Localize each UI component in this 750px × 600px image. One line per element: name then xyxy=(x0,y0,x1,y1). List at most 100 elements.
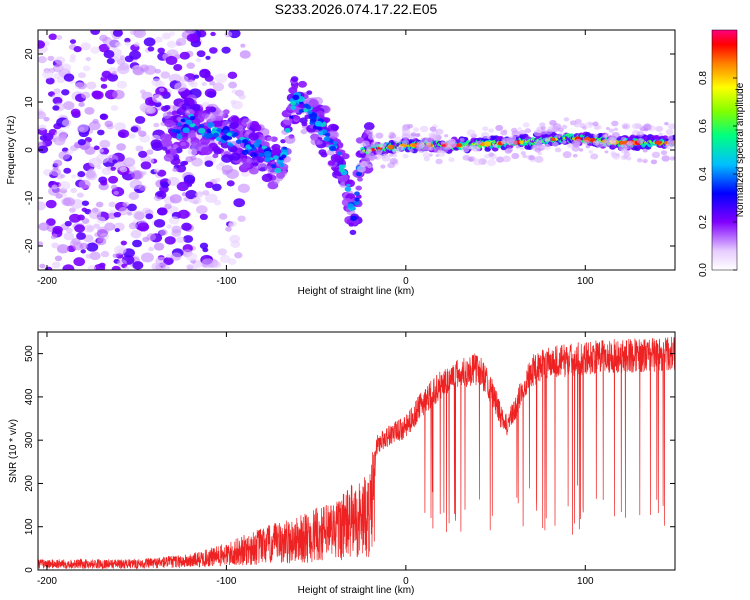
snr-frame xyxy=(37,331,676,571)
spectrogram-blob xyxy=(214,177,221,183)
spectrogram-blob xyxy=(204,113,216,123)
spectrogram-blob xyxy=(522,154,528,159)
spectrogram-blob xyxy=(97,129,105,136)
spectrogram-blob xyxy=(592,121,599,127)
spectrogram-blob xyxy=(153,168,160,173)
spectrogram-blob xyxy=(150,139,163,149)
spectrogram-blob xyxy=(69,207,76,213)
spectrogram-blob xyxy=(473,158,483,166)
spectrogram-blob xyxy=(247,146,252,150)
colorbar-tick-label: 0.2 xyxy=(698,215,709,229)
spectrogram-blob xyxy=(355,137,365,144)
spectrogram-blob xyxy=(58,181,71,191)
spectrogram-blob xyxy=(360,161,368,167)
spectrogram-blob xyxy=(289,115,294,119)
spectrogram-blob xyxy=(276,171,286,179)
spectrogram-blob xyxy=(226,132,232,137)
spectrogram-blob xyxy=(181,222,192,231)
spectrogram-blob xyxy=(186,33,198,43)
spectrogram-blob xyxy=(111,265,121,270)
spectrogram-blob xyxy=(233,198,246,208)
spectrogram-blob xyxy=(578,148,584,152)
spectrogram-blob xyxy=(99,34,108,42)
spectrogram-blob xyxy=(172,144,179,149)
spectrogram-blob xyxy=(76,232,87,240)
spectrogram-blob xyxy=(329,145,336,151)
spectrogram-blob xyxy=(128,191,140,200)
spectrogram-blob xyxy=(69,240,78,247)
spectrogram-blob xyxy=(409,148,414,153)
spectrogram-blob xyxy=(113,211,122,218)
spectrogram-blob xyxy=(95,201,104,208)
spectrogram-blob xyxy=(166,254,172,259)
spectrogram-blob xyxy=(418,147,425,153)
spectrogram-blob xyxy=(300,128,308,135)
spectrogram-blob xyxy=(152,94,164,103)
spectrogram-blob xyxy=(180,75,189,83)
spectrogram-blob xyxy=(61,193,68,198)
spectrogram-blob xyxy=(42,70,54,79)
spectrogram-blob xyxy=(82,65,91,72)
spectrogram-blob xyxy=(448,138,456,145)
spectrogram-blob xyxy=(106,58,115,65)
spectrogram-blob xyxy=(621,122,631,130)
spectrogram-blob xyxy=(81,91,91,99)
spectrogram-blob xyxy=(440,141,446,145)
spectrogram-blob xyxy=(330,153,342,163)
spectrogram-blob xyxy=(205,55,211,60)
spectrogram-blob xyxy=(180,118,186,123)
spectrogram-blob xyxy=(43,116,50,122)
spectrogram-blob xyxy=(185,30,194,34)
spectrogram-blob xyxy=(85,253,92,259)
spectrogram-blob xyxy=(505,137,515,144)
spectrogram-blob xyxy=(228,81,238,89)
spectrogram-blob xyxy=(299,103,306,109)
spectrogram-blob xyxy=(380,164,386,169)
spectrogram-blob xyxy=(221,154,233,163)
spectrogram-blob xyxy=(140,161,152,170)
spectrogram-blob xyxy=(392,136,402,144)
spectrogram-blob xyxy=(357,177,363,182)
spectrogram-blob xyxy=(73,46,82,53)
spectrogram-blob xyxy=(51,261,61,269)
spectrogram-blob xyxy=(103,50,115,59)
spectrogram-blob xyxy=(290,105,297,110)
spectrogram-blob xyxy=(519,146,525,151)
spectrogram-blob xyxy=(554,147,562,153)
spectrogram-blob xyxy=(468,145,474,150)
spectrogram-blob xyxy=(65,227,73,234)
spectrogram-blob xyxy=(51,242,59,249)
spectrogram-blob xyxy=(114,245,127,255)
spectrogram-blob xyxy=(98,176,108,184)
spectrogram-blob xyxy=(43,169,52,176)
spectrogram-blob xyxy=(375,132,384,139)
spectrogram-blob xyxy=(56,76,66,84)
spectrogram-blob xyxy=(407,123,414,129)
spectrogram-blob xyxy=(252,162,259,167)
spectrogram-blob xyxy=(643,128,649,132)
spectrogram-blob xyxy=(77,123,89,133)
spectrogram-blob xyxy=(401,133,410,140)
spectrogram-blob xyxy=(620,136,627,142)
spectrogram-blob xyxy=(176,181,189,192)
spectrogram-blob xyxy=(664,121,669,126)
spectrogram-blob xyxy=(176,134,183,140)
spectrogram-blob xyxy=(602,134,608,138)
spectrogram-blob xyxy=(642,148,648,153)
spectrogram-blob xyxy=(517,127,522,131)
spectrogram-blob xyxy=(196,142,202,147)
spectrogram-blob xyxy=(380,153,387,159)
spectrogram-blob xyxy=(574,118,582,125)
spectrogram-blob xyxy=(38,40,46,49)
y-tick-label: 0 xyxy=(24,147,35,153)
spectrogram-blob xyxy=(70,188,77,194)
spectrogram-blob xyxy=(655,125,664,132)
spectrogram-blob xyxy=(98,262,106,268)
spectrogram-blob xyxy=(290,101,296,106)
x-tick-label: 0 xyxy=(403,576,409,587)
spectrogram-blob xyxy=(186,62,195,69)
spectrogram-blob xyxy=(191,196,202,205)
spectrogram-blob xyxy=(307,110,313,114)
spectrogram-blob xyxy=(658,132,664,137)
spectrogram-blob xyxy=(110,105,119,111)
